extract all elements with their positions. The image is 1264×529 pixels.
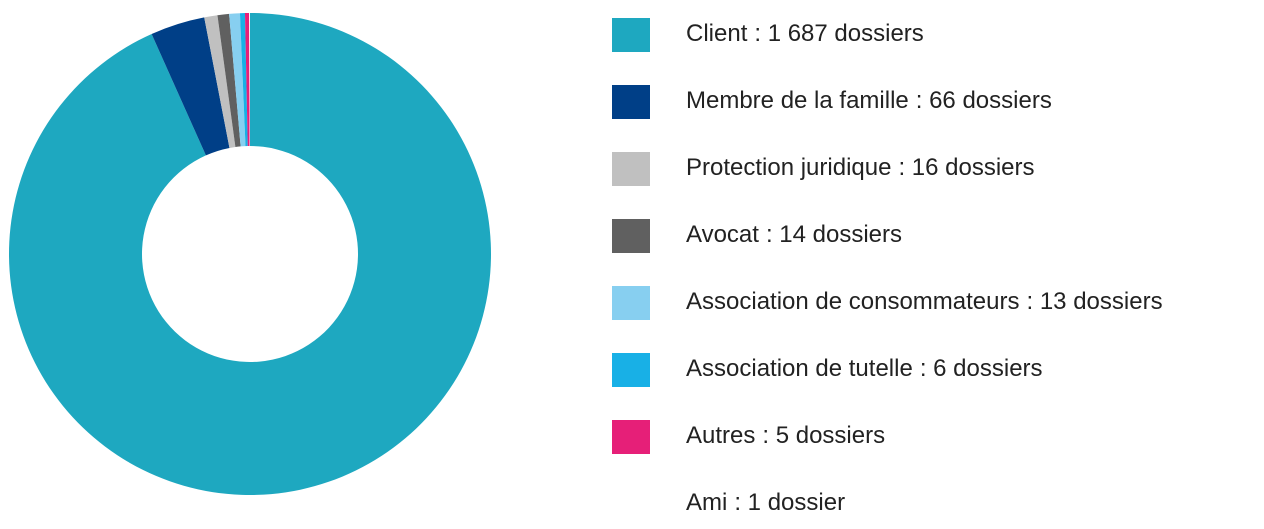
legend-category: Ami xyxy=(686,489,727,516)
legend-swatch xyxy=(612,487,650,521)
legend-value: : 5 dossiers xyxy=(762,422,885,449)
legend-category: Autres xyxy=(686,422,755,449)
legend-label: Client: 1 687 dossiers xyxy=(686,20,924,47)
legend-swatch xyxy=(612,18,650,52)
legend-value: : 66 dossiers xyxy=(916,87,1052,114)
legend-label: Avocat : 14 dossiers xyxy=(686,221,902,248)
donut-slice xyxy=(244,13,250,147)
legend-label: Protection juridique : 16 dossiers xyxy=(686,154,1035,181)
donut-slice xyxy=(249,13,250,147)
legend-label: Association de tutelle : 6 dossiers xyxy=(686,355,1043,382)
legend-category: Avocat xyxy=(686,221,759,248)
legend-swatch xyxy=(612,420,650,454)
legend-swatch xyxy=(612,219,650,253)
legend-value: : 1 687 dossiers xyxy=(754,20,923,47)
legend-value: : 6 dossiers xyxy=(920,355,1043,382)
legend-swatch xyxy=(612,353,650,387)
donut-slice xyxy=(217,13,241,147)
donut-slice xyxy=(151,17,230,156)
legend-value: : 1 dossier xyxy=(734,489,845,516)
legend-label: Ami : 1 dossier xyxy=(686,489,845,516)
legend-label: Membre de la famille : 66 dossiers xyxy=(686,87,1052,114)
legend-value: : 14 dossiers xyxy=(766,221,902,248)
legend-label: Association de consommateurs : 13 dossier… xyxy=(686,288,1163,315)
legend-category: Association de tutelle xyxy=(686,355,913,382)
legend-category: Protection juridique xyxy=(686,154,891,181)
legend-swatch xyxy=(612,152,650,186)
legend-value: : 16 dossiers xyxy=(898,154,1034,181)
legend-label: Autres : 5 dossiers xyxy=(686,422,885,449)
donut-slice xyxy=(229,13,246,147)
legend-category: Membre de la famille xyxy=(686,87,909,114)
donut-slice xyxy=(239,13,248,147)
legend-category: Association de consommateurs xyxy=(686,288,1020,315)
legend-swatch xyxy=(612,85,650,119)
donut-slice xyxy=(204,15,236,148)
legend-category: Client xyxy=(686,20,748,47)
legend-value: : 13 dossiers xyxy=(1027,288,1163,315)
donut-slice xyxy=(8,13,492,495)
legend-swatch xyxy=(612,286,650,320)
